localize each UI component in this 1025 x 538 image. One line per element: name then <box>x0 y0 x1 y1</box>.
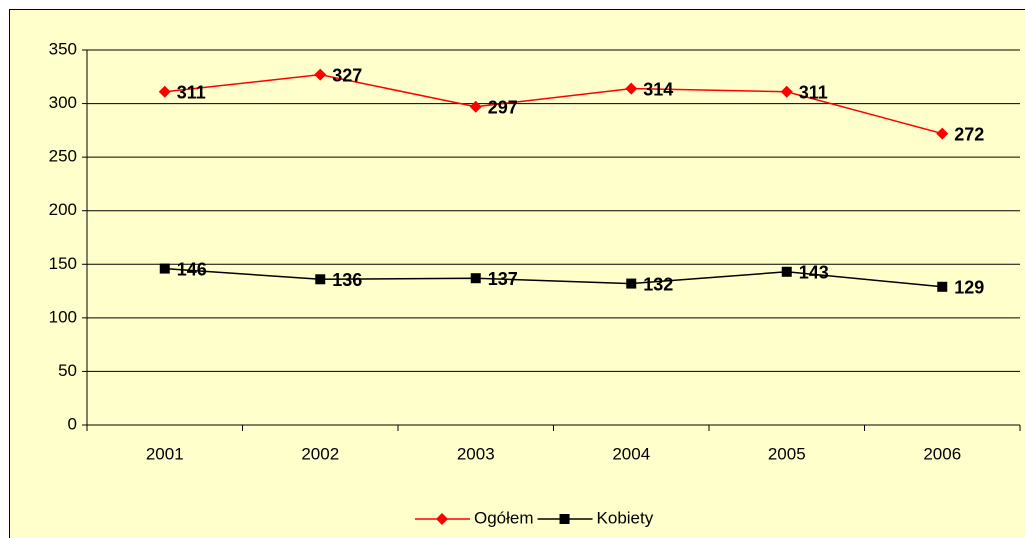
y-tick-label: 250 <box>49 147 77 166</box>
marker <box>159 263 170 274</box>
chart-frame <box>9 9 1025 538</box>
marker <box>936 127 949 140</box>
marker <box>780 85 793 98</box>
marker <box>781 266 792 277</box>
marker <box>625 82 638 95</box>
x-tick-label: 2006 <box>923 444 961 463</box>
data-label: 327 <box>332 65 362 85</box>
data-label: 136 <box>332 270 362 290</box>
data-label: 132 <box>643 274 673 294</box>
marker <box>315 274 326 285</box>
x-tick-label: 2004 <box>612 444 650 463</box>
marker <box>436 513 448 525</box>
y-tick-label: 350 <box>49 39 77 58</box>
data-label: 272 <box>954 124 984 144</box>
x-tick-label: 2005 <box>768 444 806 463</box>
marker <box>469 100 482 113</box>
data-label: 311 <box>177 83 206 103</box>
y-tick-label: 300 <box>49 93 77 112</box>
x-tick-label: 2002 <box>301 444 339 463</box>
y-tick-label: 200 <box>49 200 77 219</box>
marker <box>626 278 637 289</box>
marker <box>314 68 327 81</box>
data-label: 146 <box>177 259 207 279</box>
y-tick-label: 0 <box>68 414 77 433</box>
data-label: 311 <box>799 83 828 103</box>
x-tick-label: 2001 <box>146 444 184 463</box>
series-line <box>164 267 943 288</box>
data-label: 129 <box>954 278 984 298</box>
legend-label: Kobiety <box>597 508 654 527</box>
marker <box>559 514 570 524</box>
data-label: 137 <box>488 269 518 289</box>
legend-label: Ogółem <box>474 508 534 527</box>
marker <box>470 273 481 284</box>
y-tick-label: 50 <box>58 361 77 380</box>
marker <box>937 281 948 292</box>
data-label: 143 <box>799 263 829 283</box>
x-tick-label: 2003 <box>457 444 495 463</box>
y-tick-label: 150 <box>49 254 77 273</box>
data-label: 314 <box>643 79 673 99</box>
y-tick-label: 100 <box>49 307 77 326</box>
marker <box>158 85 171 98</box>
data-label: 297 <box>488 98 518 118</box>
series-line <box>164 73 943 135</box>
